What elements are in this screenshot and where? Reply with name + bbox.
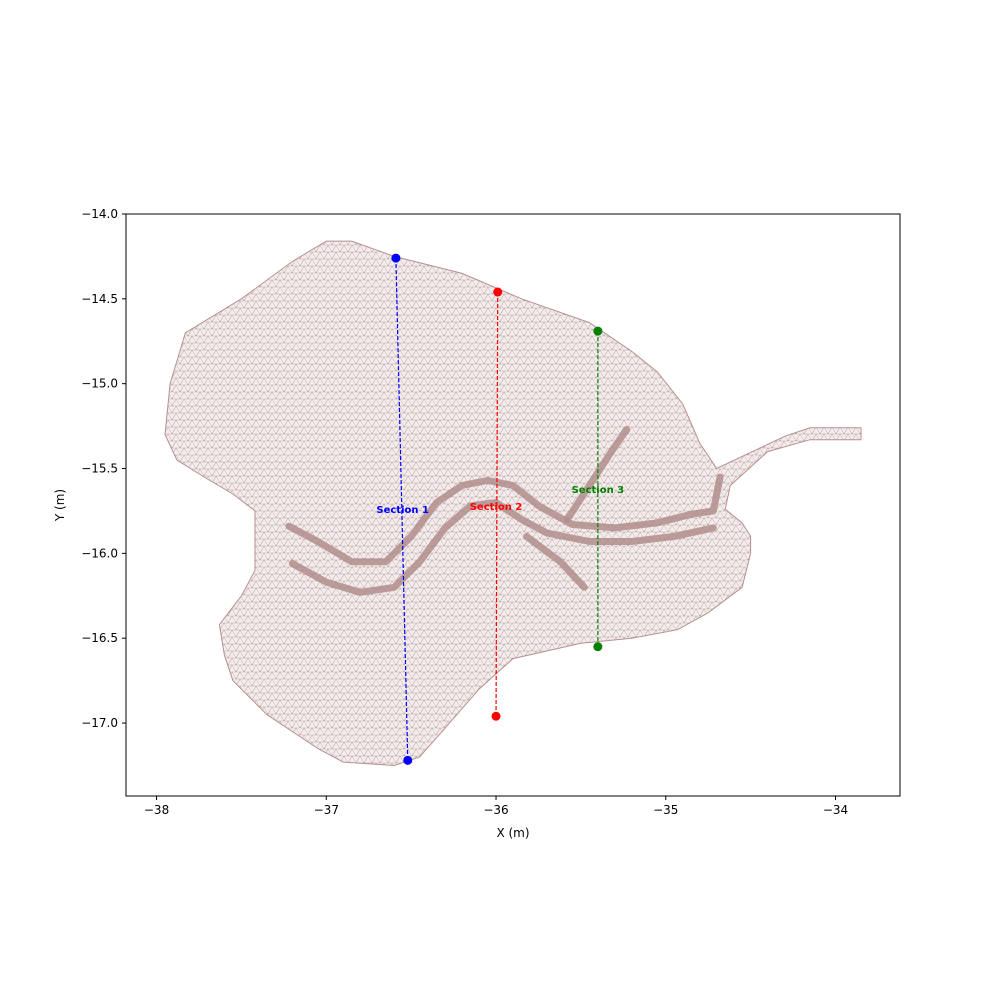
section-2-label: Section 2 — [470, 502, 523, 513]
mesh-layer — [164, 240, 862, 767]
section-1-end-point — [403, 755, 413, 765]
x-axis-label: X (m) — [496, 826, 529, 840]
y-tick-label: −14.0 — [81, 207, 118, 221]
y-tick-label: −15.0 — [81, 377, 118, 391]
y-axis: −14.0 −14.5 −15.0 −15.5 −16.0 −16.5 −17.0 — [81, 207, 126, 730]
section-1-label: Section 1 — [376, 505, 429, 516]
y-tick-label: −14.5 — [81, 292, 118, 306]
mesh-domain — [164, 240, 862, 767]
x-tick-label: −38 — [144, 803, 169, 817]
x-axis: −38 −37 −36 −35 −34 — [144, 796, 848, 817]
plot-frame — [125, 213, 901, 797]
section-layer — [391, 253, 603, 765]
y-axis-label: Y (m) — [53, 489, 67, 522]
x-tick-label: −35 — [653, 803, 678, 817]
x-tick-label: −34 — [823, 803, 848, 817]
section-2-line — [495, 292, 499, 717]
section-3-start-point — [593, 326, 603, 336]
mesh-channel-2 — [288, 499, 717, 596]
y-tick-label: −16.0 — [81, 546, 118, 560]
x-tick-label: −37 — [314, 803, 339, 817]
section-2-end-point — [491, 711, 501, 721]
x-tick-label: −36 — [483, 803, 508, 817]
y-tick-label: −16.5 — [81, 631, 118, 645]
section-1-start-point — [391, 253, 401, 263]
mesh-channel-4 — [523, 532, 588, 591]
section-3-end-point — [593, 642, 603, 652]
mesh-channel-3 — [563, 426, 631, 523]
section-3-label: Section 3 — [572, 485, 625, 496]
y-tick-label: −17.0 — [81, 716, 118, 730]
section-2-start-point — [493, 287, 503, 297]
mesh-channel-1 — [285, 473, 724, 566]
y-tick-label: −15.5 — [81, 462, 118, 476]
